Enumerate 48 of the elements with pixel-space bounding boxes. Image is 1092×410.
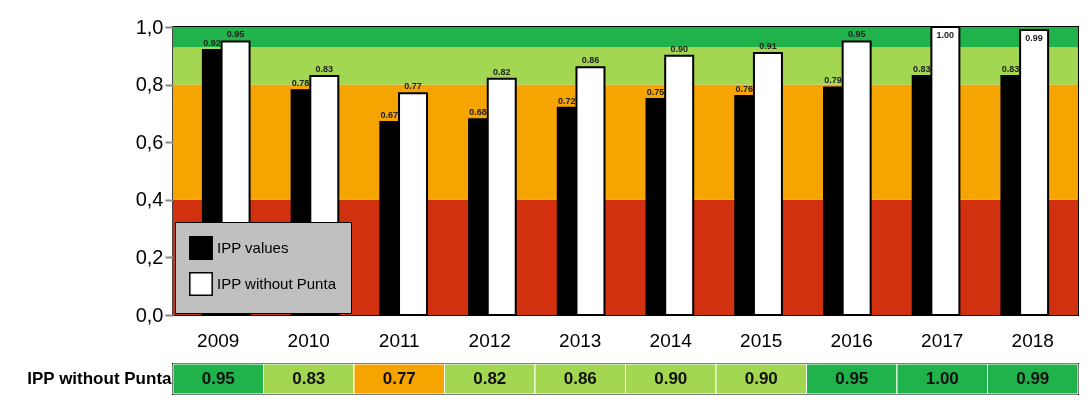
data-label: 0.83 (912, 63, 931, 74)
data-label: 0.83 (1001, 63, 1020, 74)
data-label: 0.82 (492, 66, 511, 77)
data-label: 0.67 (380, 110, 399, 121)
y-tick-label: 0,4 (135, 188, 164, 211)
x-tick-label: 2015 (740, 329, 783, 351)
y-tick-label: 1,0 (135, 15, 164, 38)
y-tick-label: IPP without Punta (27, 369, 173, 388)
data-label: 1.00 (936, 30, 955, 40)
data-label: 0.86 (581, 55, 600, 66)
y-tick-label: 0,2 (135, 245, 164, 268)
data-label: 0.95 (847, 29, 866, 40)
x-tick-label: 2011 (378, 329, 420, 351)
data-label: 0.83 (292, 369, 326, 388)
legend-label: IPP values (217, 239, 289, 256)
data-label: 0.99 (1025, 32, 1043, 43)
data-label: 0.95 (226, 29, 245, 40)
data-label: 0.90 (654, 369, 688, 388)
data-label: 0.78 (291, 78, 310, 89)
data-label: 0.92 (203, 38, 221, 49)
x-tick-label: 2009 (197, 329, 240, 351)
data-label: 0.95 (835, 369, 869, 388)
x-tick-label: 2013 (559, 329, 602, 351)
data-label: 0.79 (824, 75, 842, 86)
legend-label: IPP without Punta (217, 275, 337, 292)
data-label: 0.90 (744, 369, 778, 388)
data-label: 0.82 (473, 369, 507, 388)
data-label: 0.99 (1016, 369, 1050, 388)
data-label: 0.86 (563, 369, 597, 388)
x-tick-label: 2017 (921, 329, 964, 351)
x-tick-label: 2016 (830, 329, 873, 351)
x-tick-label: 2010 (287, 329, 330, 351)
y-tick-label: 0,0 (135, 303, 164, 326)
data-label: 0.68 (469, 107, 487, 118)
data-label: 0.90 (670, 43, 688, 54)
data-label: 0.95 (201, 369, 235, 388)
x-tick-label: 2014 (649, 329, 693, 351)
data-label: 0.77 (404, 81, 422, 92)
data-label: 0.72 (558, 95, 576, 106)
x-tick-label: 2012 (468, 329, 511, 351)
y-tick-label: 0,6 (135, 130, 164, 153)
x-tick-label: 2018 (1011, 329, 1054, 351)
data-label: 0.83 (315, 63, 334, 74)
data-label: 1.00 (925, 369, 959, 388)
data-label: 0.75 (646, 87, 665, 97)
y-tick-label: 0,8 (135, 73, 164, 96)
data-label: 0.76 (735, 84, 754, 95)
data-label: 0.77 (382, 369, 416, 388)
